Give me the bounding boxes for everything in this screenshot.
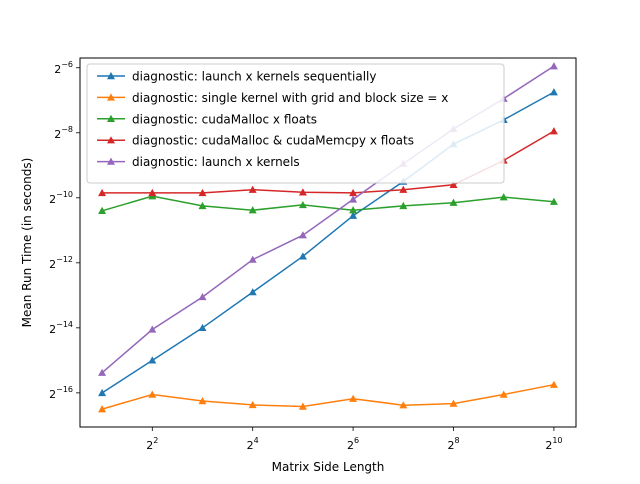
y-tick-label: 2−14 [49,320,73,336]
series-1 [98,380,558,413]
data-point [248,185,257,193]
data-point [449,198,458,206]
data-point [98,368,107,376]
data-point [399,201,408,210]
data-point [298,252,307,260]
data-point [549,380,558,388]
legend-swatch-marker [107,157,115,165]
data-point [98,388,107,397]
legend-item: diagnostic: single kernel with grid and … [97,91,448,105]
data-point [198,292,207,301]
legend-item: diagnostic: cudaMalloc & cudaMemcpy x fl… [97,134,414,148]
legend-swatch-marker [107,93,115,101]
legend-swatch-marker [107,114,115,122]
legend: diagnostic: launch x kernels sequentiall… [86,63,505,184]
legend-label: diagnostic: single kernel with grid and … [132,91,448,105]
legend-swatch-marker [107,136,115,144]
x-tick-label: 210 [545,436,562,452]
series-line-2 [101,195,554,212]
x-axis-label: Matrix Side Length [272,460,385,474]
data-point [349,211,358,219]
data-point [298,231,307,239]
x-tick-label: 26 [347,436,359,452]
data-point [248,206,257,214]
x-tick-label: 24 [247,436,259,452]
legend-label: diagnostic: cudaMalloc x floats [132,112,317,126]
data-point [98,206,107,215]
data-point [549,62,558,70]
y-tick-label: 2−16 [49,385,73,401]
legend-label: diagnostic: cudaMalloc & cudaMemcpy x fl… [132,134,414,148]
series-line-1 [101,383,555,410]
legend-swatch-marker [107,72,115,80]
data-point [248,400,257,409]
data-point [349,195,358,203]
legend-item: diagnostic: launch x kernels [97,155,300,169]
data-point [98,188,107,197]
data-point [298,188,307,196]
data-point [549,88,558,96]
legend-box [86,63,505,184]
y-tick-label: 2−12 [49,255,73,271]
data-point [549,197,558,205]
ticks-layer: 22 24 26 28 210 2−16 2−14 2−12 2−10 2−8 2−6 [49,60,562,452]
data-point [549,127,558,135]
y-tick-label: 2−10 [49,190,73,206]
x-tick-label: 28 [447,436,459,452]
data-point [248,288,257,296]
legend-item: diagnostic: launch x kernels sequentiall… [97,70,376,84]
x-tick-label: 22 [146,436,158,452]
y-tick-label: 2−8 [54,125,73,141]
data-point [349,394,358,402]
data-point [298,402,307,410]
data-point [148,356,157,364]
data-point [148,188,157,197]
data-point [198,396,207,405]
y-axis-label: Mean Run Time (in seconds) [20,158,34,328]
plot-frame [79,57,577,428]
data-point [499,390,508,398]
data-point [449,180,458,188]
data-point [198,323,207,332]
legend-label: diagnostic: launch x kernels sequentiall… [132,70,376,84]
data-point [399,185,408,193]
data-point [198,188,207,197]
data-point [298,200,307,209]
series-2 [98,192,558,215]
legend-label: diagnostic: launch x kernels [132,155,300,169]
data-point [449,399,458,407]
data-point [248,255,257,263]
data-point [349,206,358,214]
legend-item: diagnostic: cudaMalloc x floats [97,112,317,126]
data-point [198,201,207,210]
data-point [499,193,508,201]
data-point [148,390,157,398]
data-point [148,325,157,333]
data-point [349,188,358,197]
y-tick-label: 2−6 [54,60,73,76]
data-point [399,401,408,409]
data-point [98,405,107,413]
